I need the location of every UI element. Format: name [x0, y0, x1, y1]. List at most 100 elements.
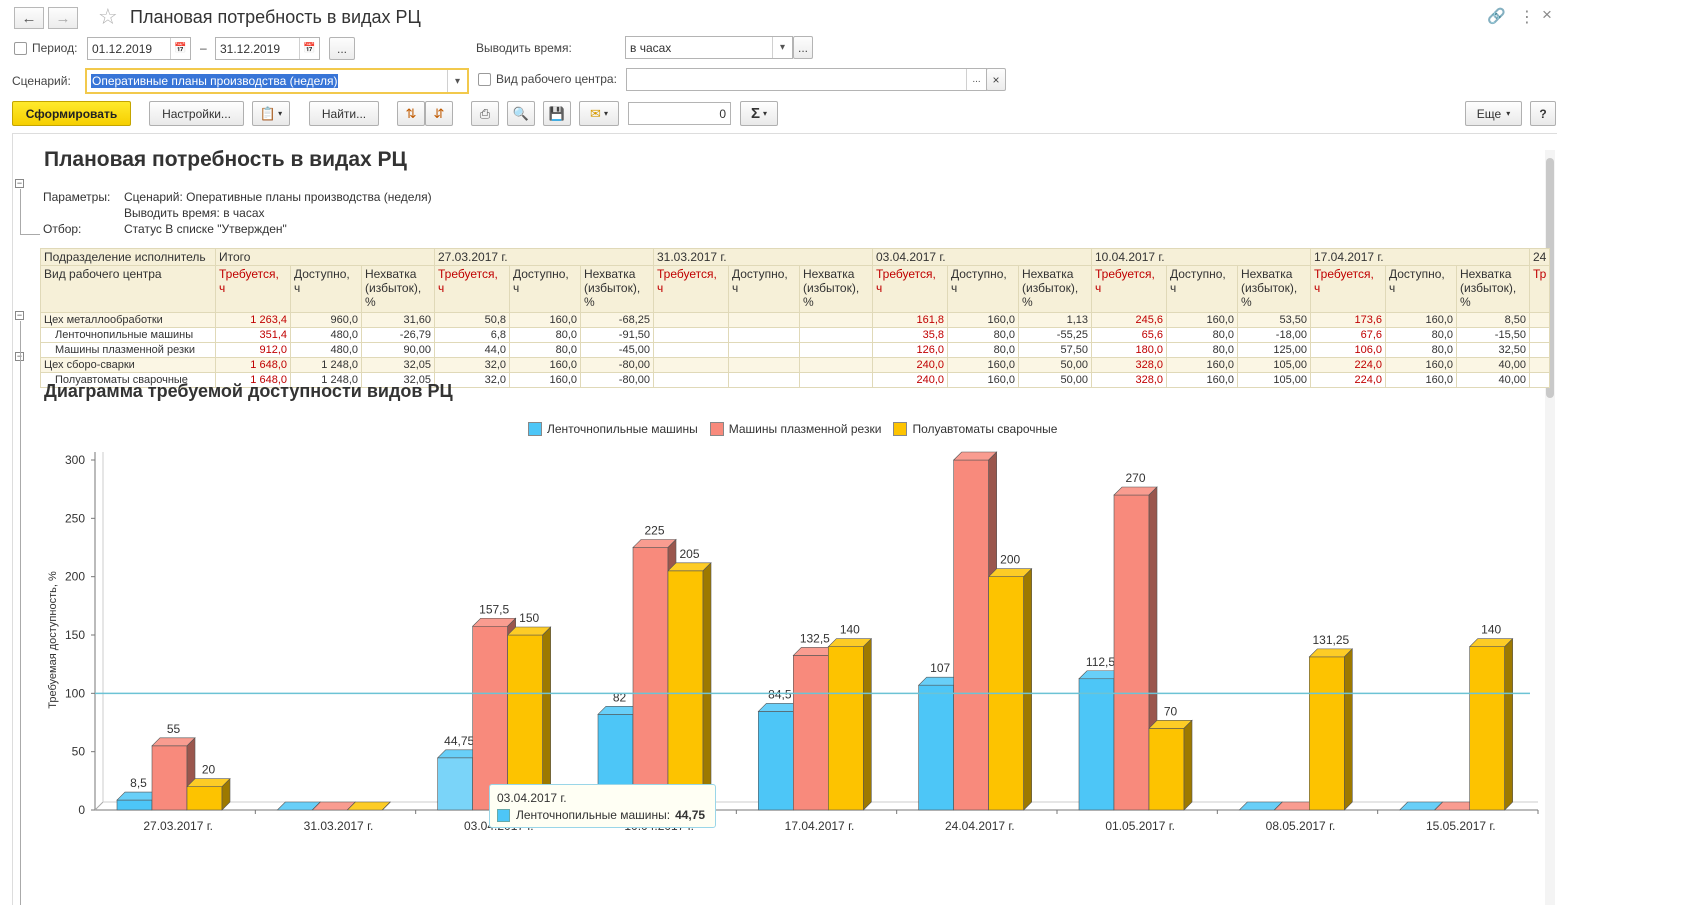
- bar-side: [1023, 567, 1032, 811]
- report-table: Подразделение исполнитель Итого 27.03.20…: [40, 248, 1551, 388]
- table-cell: 80,0: [1385, 342, 1457, 358]
- chart-tooltip: 03.04.2017 г. Ленточнопильные машины: 44…: [489, 784, 716, 828]
- wc-type-clear-button[interactable]: ×: [986, 68, 1006, 91]
- table-cell: 224,0: [1310, 372, 1386, 388]
- chevron-down-icon[interactable]: ▾: [772, 37, 792, 58]
- wc-type-checkbox[interactable]: [478, 73, 491, 86]
- bar: [1469, 646, 1505, 811]
- output-time-open-button[interactable]: ...: [793, 36, 813, 59]
- table-cell: 1 248,0: [290, 357, 362, 373]
- clipboard-icon: 📋: [259, 105, 277, 121]
- x-tick-label: 27.03.2017 г.: [143, 819, 213, 833]
- sort-desc-button[interactable]: ⇵: [425, 101, 453, 126]
- tooltip-date: 03.04.2017 г.: [497, 791, 567, 805]
- params-label: Параметры:: [43, 190, 111, 204]
- x-tick-label: 24.04.2017 г.: [945, 819, 1015, 833]
- output-time-value: в часах: [630, 41, 672, 55]
- table-cell: 32,0: [434, 357, 510, 373]
- close-icon[interactable]: ×: [1542, 5, 1552, 24]
- calendar-icon[interactable]: 📅: [170, 38, 190, 59]
- tree-line: [20, 234, 40, 235]
- x-tick-label: 15.05.2017 г.: [1426, 819, 1496, 833]
- date-to-field[interactable]: 31.12.2019 📅: [215, 37, 320, 60]
- generate-button[interactable]: Сформировать: [12, 101, 131, 126]
- vertical-scrollbar[interactable]: [1545, 150, 1555, 905]
- date-from-value: 01.12.2019: [92, 42, 153, 56]
- row-name: Цех металлообработки: [40, 312, 216, 328]
- table-cell: 80,0: [947, 327, 1019, 343]
- print-button[interactable]: ⎙: [471, 101, 499, 126]
- table-cell: 160,0: [947, 372, 1019, 388]
- period-checkbox[interactable]: [14, 42, 27, 55]
- wc-type-label: Вид рабочего центра:: [496, 72, 617, 86]
- table-cell: 160,0: [509, 372, 581, 388]
- table-cell: 53,50: [1237, 312, 1311, 328]
- settings-button[interactable]: Настройки...: [149, 101, 244, 126]
- counter-field[interactable]: 0: [628, 102, 731, 125]
- chevron-down-icon[interactable]: ▾: [447, 70, 467, 92]
- table-cell: 50,00: [1018, 357, 1092, 373]
- wc-type-select-button[interactable]: ...: [966, 69, 986, 90]
- data-label: 112,5: [1086, 655, 1115, 669]
- variants-button[interactable]: 📋 ▾: [252, 101, 290, 126]
- bar: [116, 799, 153, 811]
- scenario-select[interactable]: Оперативные планы производства (неделя) …: [85, 68, 469, 94]
- more-label: Еще: [1476, 106, 1502, 121]
- back-button[interactable]: ←: [14, 7, 44, 29]
- collapse-group-icon[interactable]: −: [15, 310, 24, 320]
- more-vertical-icon[interactable]: ⋮: [1519, 9, 1535, 26]
- sum-button[interactable]: Σ ▾: [740, 101, 778, 126]
- tooltip-swatch: [497, 808, 510, 822]
- bar: [151, 745, 188, 811]
- table-cell: 1 648,0: [215, 372, 291, 388]
- table-cell: 8,50: [1456, 312, 1530, 328]
- table-cell: -68,25: [580, 312, 654, 328]
- preview-icon: 🔍: [512, 105, 530, 121]
- scenario-label: Сценарий:: [12, 74, 71, 88]
- period-select-button[interactable]: ...: [329, 37, 355, 60]
- link-icon[interactable]: 🔗: [1487, 8, 1506, 25]
- preview-button[interactable]: 🔍: [507, 101, 535, 126]
- bar: [632, 547, 669, 811]
- calendar-icon[interactable]: 📅: [299, 38, 319, 59]
- y-tick-label: 250: [65, 511, 85, 525]
- scrollbar-thumb[interactable]: [1546, 158, 1554, 398]
- table-cell: [728, 372, 800, 388]
- bar-side: [542, 626, 551, 811]
- tree-line: [20, 321, 21, 366]
- header-short: Нехватка (избыток), %: [1018, 265, 1092, 313]
- save-button[interactable]: 💾: [543, 101, 571, 126]
- legend-item: Ленточнопильные машины: [528, 422, 698, 436]
- sort-asc-button[interactable]: ⇅: [397, 101, 425, 126]
- table-row[interactable]: Полуавтоматы сварочные 1 648,0 1 248,0 32,0…: [40, 372, 1551, 388]
- x-tick-label: 08.05.2017 г.: [1266, 819, 1336, 833]
- scenario-value: Оперативные планы производства (неделя): [91, 74, 339, 88]
- help-button[interactable]: ?: [1530, 101, 1556, 126]
- bar: [1148, 728, 1185, 811]
- send-email-button[interactable]: ✉ ▾: [579, 101, 619, 126]
- legend-label: Ленточнопильные машины: [547, 422, 698, 436]
- table-row[interactable]: Ленточнопильные машины 351,4 480,0 -26,79 6,…: [40, 327, 1551, 343]
- find-button[interactable]: Найти...: [309, 101, 379, 126]
- date-to-value: 31.12.2019: [220, 42, 281, 56]
- y-tick-label: 150: [65, 628, 85, 642]
- table-cell: 35,8: [872, 327, 948, 343]
- bar-side: [702, 562, 712, 811]
- table-cell: -18,00: [1237, 327, 1311, 343]
- table-cell: [728, 312, 800, 328]
- table-row[interactable]: Машины плазменной резки 912,0 480,0 90,00 44…: [40, 342, 1551, 358]
- collapse-params-icon[interactable]: −: [15, 178, 24, 188]
- date-from-field[interactable]: 01.12.2019 📅: [87, 37, 191, 60]
- bar: [1113, 494, 1150, 811]
- forward-button[interactable]: →: [48, 7, 78, 29]
- output-time-select[interactable]: в часах ▾: [625, 36, 793, 59]
- data-label: 157,5: [479, 602, 509, 616]
- legend-swatch: [709, 422, 724, 436]
- more-button[interactable]: Еще ▾: [1465, 101, 1522, 126]
- favorite-star-icon[interactable]: ☆: [98, 4, 118, 29]
- wc-type-field[interactable]: ...: [626, 68, 987, 91]
- table-row[interactable]: Цех сборо-сварки 1 648,0 1 248,0 32,05 32,0 1…: [40, 357, 1551, 373]
- collapse-group-icon[interactable]: −: [15, 352, 24, 361]
- filter-value: Статус В списке "Утвержден": [124, 222, 287, 236]
- table-cell: 224,0: [1310, 357, 1386, 373]
